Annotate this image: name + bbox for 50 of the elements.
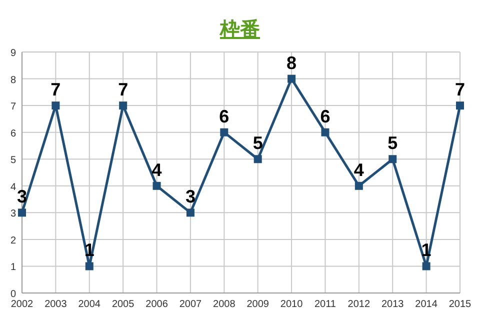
x-tick-label: 2012 [348, 299, 370, 310]
y-tick-label: 6 [10, 128, 16, 140]
point [186, 208, 194, 217]
data-label: 5 [388, 133, 398, 154]
point [220, 128, 228, 136]
x-tick-label: 2002 [10, 299, 34, 310]
y-tick-label: 5 [10, 155, 16, 166]
y-tick-label: 9 [10, 48, 16, 59]
y-tick-label: 0 [10, 289, 16, 300]
x-tick-label: 2008 [213, 299, 236, 310]
point [354, 182, 363, 190]
x-tick-label: 2004 [78, 299, 101, 310]
y-tick-label: 7 [10, 102, 16, 113]
point [152, 182, 161, 190]
point [288, 74, 296, 83]
point [52, 102, 60, 110]
data-label: 8 [286, 52, 297, 73]
point [388, 155, 397, 164]
x-tick-label: 2005 [112, 299, 135, 310]
point [456, 102, 464, 110]
x-tick-label: 2009 [246, 299, 270, 310]
data-label: 7 [118, 80, 128, 100]
y-tick-label: 4 [10, 182, 16, 193]
data-label: 3 [185, 186, 196, 207]
y-tick-label: 8 [10, 74, 16, 86]
point [18, 208, 26, 217]
data-label: 7 [50, 80, 61, 100]
point [119, 102, 128, 110]
data-label: 4 [152, 160, 162, 180]
x-tick-label: 2011 [314, 299, 336, 310]
x-tick-label: 2010 [280, 299, 304, 310]
x-tick-label: 2006 [146, 299, 168, 310]
x-tick-label: 2013 [381, 299, 404, 310]
x-tick-label: 2003 [44, 299, 68, 310]
data-label: 6 [320, 106, 330, 126]
point [321, 128, 330, 136]
data-label: 5 [252, 133, 263, 154]
data-label: 7 [454, 80, 466, 100]
point [85, 262, 94, 270]
chart-title: 枠番 [219, 18, 260, 41]
point [422, 262, 430, 270]
y-tick-label: 1 [10, 262, 16, 274]
y-tick-label: 3 [10, 208, 16, 220]
y-tick-label: 2 [10, 235, 16, 246]
x-tick-label: 2014 [415, 299, 438, 310]
point [254, 155, 262, 164]
x-tick-label: 2015 [448, 299, 472, 310]
data-label: 4 [354, 160, 364, 180]
x-tick-label: 2007 [179, 299, 202, 310]
data-label: 6 [219, 106, 230, 126]
